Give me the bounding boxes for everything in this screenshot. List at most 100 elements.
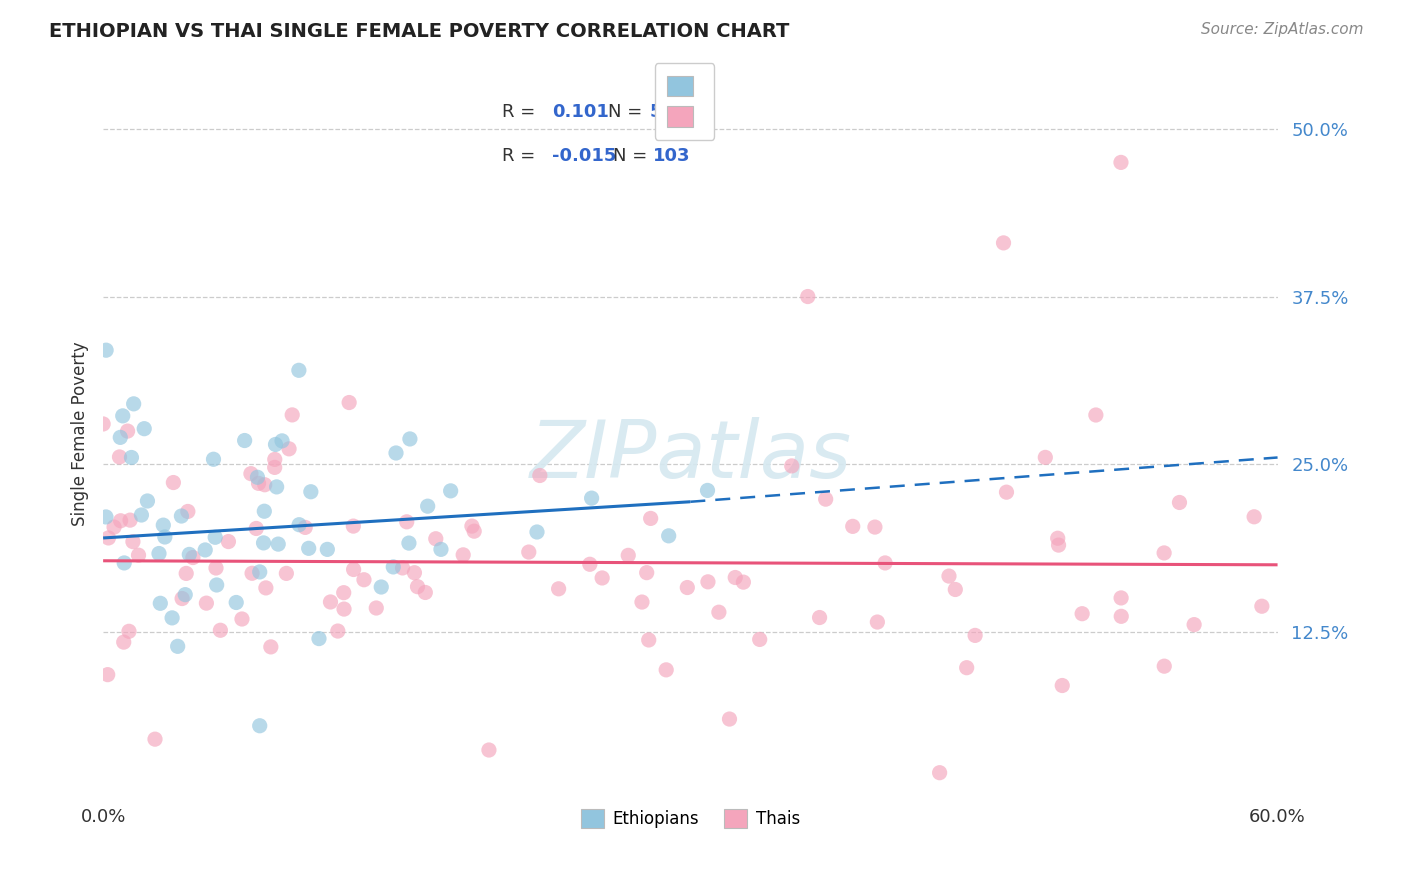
Point <box>696 483 718 498</box>
Point <box>395 515 418 529</box>
Point <box>267 537 290 551</box>
Point <box>382 560 405 574</box>
Point <box>943 582 966 597</box>
Point <box>247 476 270 491</box>
Point <box>134 422 156 436</box>
Point <box>233 434 256 448</box>
Point <box>938 569 960 583</box>
Text: ZIPatlas: ZIPatlas <box>529 417 852 495</box>
Text: 52: 52 <box>650 103 675 121</box>
Point <box>928 765 950 780</box>
Point <box>170 508 193 523</box>
Point <box>658 529 681 543</box>
Point <box>179 548 201 562</box>
Point <box>547 582 569 596</box>
Point <box>697 574 720 589</box>
Text: Source: ZipAtlas.com: Source: ZipAtlas.com <box>1201 22 1364 37</box>
Point <box>231 612 253 626</box>
Point <box>194 543 217 558</box>
Point <box>249 565 271 579</box>
Point <box>120 513 142 527</box>
Point <box>399 432 422 446</box>
Point <box>808 610 831 624</box>
Point <box>526 524 548 539</box>
Point <box>253 504 276 518</box>
Point <box>245 521 267 535</box>
Point <box>1168 495 1191 509</box>
Point <box>205 561 228 575</box>
Point <box>993 235 1015 250</box>
Point <box>94 510 117 524</box>
Point <box>160 611 183 625</box>
Legend: Ethiopians, Thais: Ethiopians, Thais <box>574 803 807 835</box>
Point <box>110 430 132 444</box>
Y-axis label: Single Female Poverty: Single Female Poverty <box>72 342 89 526</box>
Point <box>529 468 551 483</box>
Text: N =: N = <box>609 103 648 121</box>
Point <box>112 635 135 649</box>
Point <box>724 570 747 584</box>
Point <box>271 434 294 448</box>
Point <box>398 536 420 550</box>
Point <box>148 547 170 561</box>
Point <box>264 437 287 451</box>
Point <box>108 450 131 464</box>
Point <box>254 581 277 595</box>
Point <box>579 558 602 572</box>
Point <box>209 624 232 638</box>
Point <box>252 536 274 550</box>
Point <box>780 458 803 473</box>
Point <box>225 595 247 609</box>
Point <box>416 499 439 513</box>
Point <box>370 580 392 594</box>
Point <box>91 417 114 431</box>
Text: R =: R = <box>502 103 541 121</box>
Point <box>1033 450 1056 465</box>
Point <box>298 541 321 556</box>
Point <box>451 548 474 562</box>
Point <box>172 591 194 606</box>
Point <box>249 719 271 733</box>
Point <box>253 477 276 491</box>
Point <box>1071 607 1094 621</box>
Point <box>97 667 120 681</box>
Point <box>136 494 159 508</box>
Point <box>413 585 436 599</box>
Point <box>385 446 408 460</box>
Point <box>204 530 226 544</box>
Point <box>263 460 285 475</box>
Point <box>1109 155 1132 169</box>
Point <box>1109 591 1132 605</box>
Point <box>202 452 225 467</box>
Text: 103: 103 <box>652 147 690 165</box>
Point <box>707 605 730 619</box>
Point <box>111 409 134 423</box>
Point <box>430 542 453 557</box>
Point <box>260 640 283 654</box>
Text: -0.015: -0.015 <box>551 147 616 165</box>
Point <box>308 632 330 646</box>
Point <box>733 575 755 590</box>
Point <box>240 566 263 581</box>
Point <box>278 442 301 456</box>
Point <box>1084 408 1107 422</box>
Point <box>266 480 288 494</box>
Point <box>143 732 166 747</box>
Point <box>246 470 269 484</box>
Point <box>391 561 413 575</box>
Point <box>152 518 174 533</box>
Point <box>406 580 429 594</box>
Point <box>333 602 356 616</box>
Point <box>294 520 316 534</box>
Point <box>122 534 145 549</box>
Point <box>637 632 659 647</box>
Point <box>217 534 239 549</box>
Point <box>461 519 484 533</box>
Point <box>97 531 120 545</box>
Text: R =: R = <box>502 147 541 165</box>
Point <box>103 520 125 534</box>
Point <box>1182 617 1205 632</box>
Point <box>814 492 837 507</box>
Point <box>149 596 172 610</box>
Point <box>1243 509 1265 524</box>
